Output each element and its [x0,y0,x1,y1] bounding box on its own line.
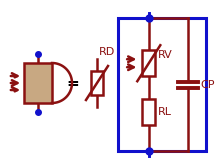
Text: RV: RV [158,50,173,60]
Bar [142,99,155,125]
Bar [91,71,103,95]
Text: CP: CP [200,80,215,89]
Text: =: = [67,76,79,90]
Bar [118,18,206,151]
Bar [24,63,52,103]
Text: RD: RD [99,47,115,57]
Text: RL: RL [158,107,172,117]
Bar [142,50,155,76]
